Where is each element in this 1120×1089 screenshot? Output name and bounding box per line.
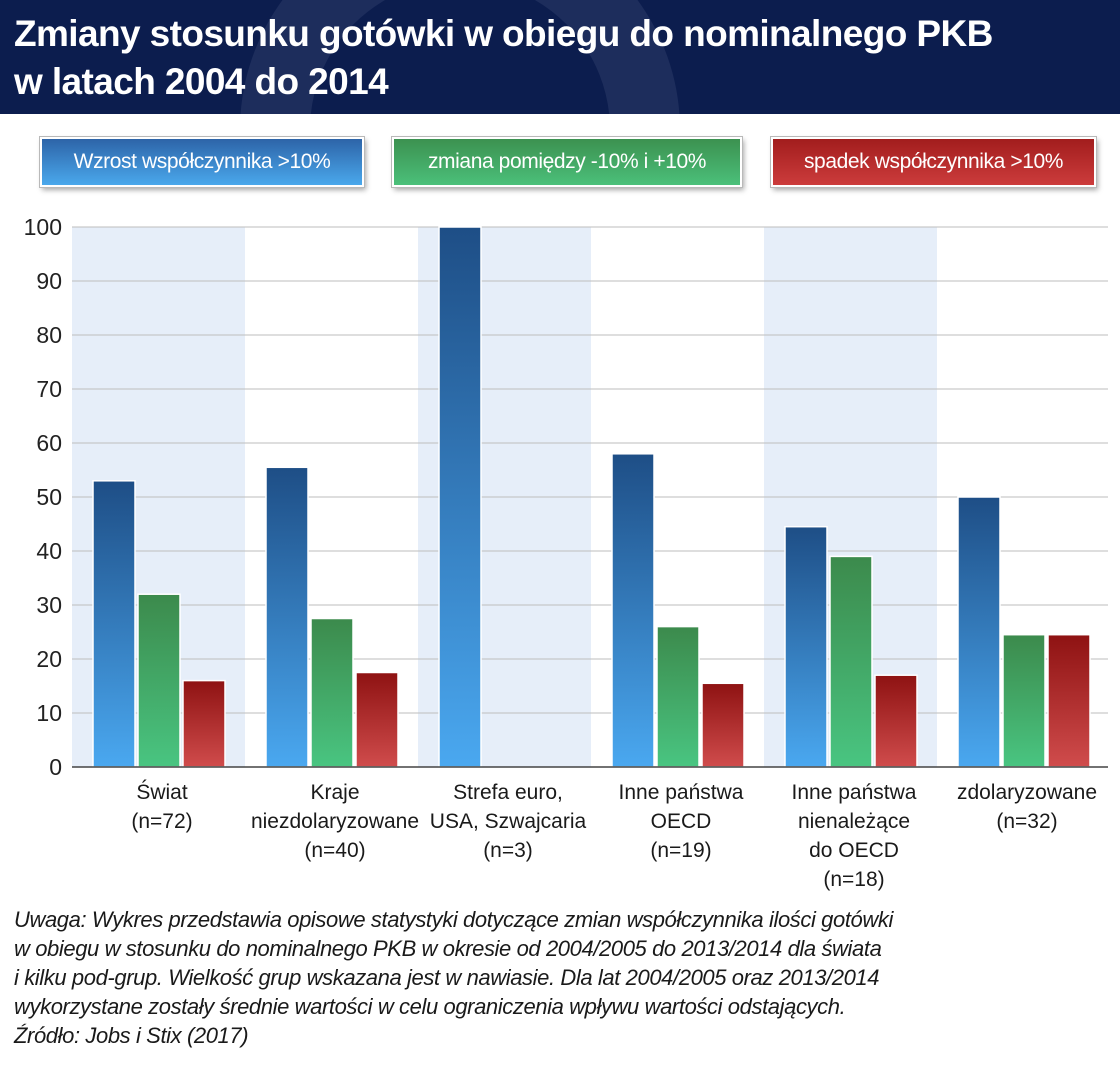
category-label-line: Strefa euro, xyxy=(453,781,563,804)
title-line-2: w latach 2004 do 2014 xyxy=(14,61,389,102)
bar-decrease xyxy=(355,671,399,768)
bar-change xyxy=(137,593,181,768)
category-label: Inne państwa nienależące do OECD (n=18) xyxy=(792,781,917,891)
category-label: zdolaryzowane (n=32) xyxy=(957,781,1097,833)
category-label: Strefa euro, USA, Szwajcaria (n=3) xyxy=(430,781,587,862)
y-tick-label: 40 xyxy=(36,538,62,564)
category-label: Kraje niezdolaryzowane (n=40) xyxy=(251,781,419,862)
source-line: Źródło: Jobs i Stix (2017) xyxy=(14,1023,249,1048)
note-line-1: Uwaga: Wykres przedstawia opisowe statys… xyxy=(14,907,893,932)
category-label-line: nienależące xyxy=(798,810,910,833)
bar-change xyxy=(829,555,873,768)
chart-note: Uwaga: Wykres przedstawia opisowe statys… xyxy=(14,905,1114,1050)
category-label-line: (n=32) xyxy=(996,810,1057,833)
bar-change xyxy=(310,617,354,768)
category-label-line: do OECD xyxy=(809,839,899,862)
y-tick-label: 90 xyxy=(36,268,62,294)
y-tick-label: 80 xyxy=(36,322,62,348)
y-tick-label: 10 xyxy=(36,700,62,726)
note-line-2: w obiegu w stosunku do nominalnego PKB w… xyxy=(14,936,882,961)
category-label-line: (n=18) xyxy=(823,868,884,891)
category-label-line: Świat xyxy=(136,780,188,804)
category-label-line: OECD xyxy=(651,810,712,833)
bar-decrease xyxy=(1047,633,1091,768)
bar-decrease xyxy=(874,674,918,768)
bar-increase xyxy=(957,496,1001,768)
category-label-line: niezdolaryzowane xyxy=(251,810,419,833)
category-label-line: (n=19) xyxy=(650,839,711,862)
category-label-line: Kraje xyxy=(310,781,359,804)
bar-increase xyxy=(611,453,655,768)
category-label-line: USA, Szwajcaria xyxy=(430,810,587,833)
title-line-1: Zmiany stosunku gotówki w obiegu do nomi… xyxy=(14,13,993,54)
bar-increase xyxy=(92,480,136,768)
bar-increase xyxy=(265,466,309,768)
bar-change xyxy=(1002,633,1046,768)
category-label-line: Inne państwa xyxy=(792,781,917,804)
y-tick-label: 20 xyxy=(36,646,62,672)
header-banner: Zmiany stosunku gotówki w obiegu do nomi… xyxy=(0,0,1120,114)
note-line-4: wykorzystane zostały średnie wartości w … xyxy=(14,994,846,1019)
category-label-line: (n=3) xyxy=(483,839,533,862)
note-line-3: i kilku pod-grup. Wielkość grup wskazana… xyxy=(14,965,880,990)
y-tick-label: 0 xyxy=(49,754,62,780)
category-label-line: (n=40) xyxy=(304,839,365,862)
y-tick-label: 30 xyxy=(36,592,62,618)
bar-change xyxy=(656,625,700,768)
legend-decrease: spadek współczynnika >10% xyxy=(771,137,1096,187)
category-label-line: zdolaryzowane xyxy=(957,781,1097,804)
page-title: Zmiany stosunku gotówki w obiegu do nomi… xyxy=(14,10,1104,106)
legend-increase: Wzrost współczynnika >10% xyxy=(40,137,364,187)
bar-increase xyxy=(784,525,828,768)
legend-change: zmiana pomiędzy -10% i +10% xyxy=(392,137,742,187)
bar-increase xyxy=(438,226,482,768)
y-tick-label: 50 xyxy=(36,484,62,510)
category-label: Świat (n=72) xyxy=(131,780,192,833)
bar-decrease xyxy=(701,682,745,768)
category-label: Inne państwa OECD (n=19) xyxy=(619,781,744,862)
y-tick-label: 70 xyxy=(36,376,62,402)
bar-decrease xyxy=(182,679,226,768)
y-tick-label: 60 xyxy=(36,430,62,456)
category-label-line: (n=72) xyxy=(131,810,192,833)
y-tick-label: 100 xyxy=(24,214,62,240)
category-label-line: Inne państwa xyxy=(619,781,744,804)
bar-chart: 0 10 20 30 40 50 60 70 80 90 100 Świat (n=72) Kraje ni… xyxy=(24,214,1108,891)
